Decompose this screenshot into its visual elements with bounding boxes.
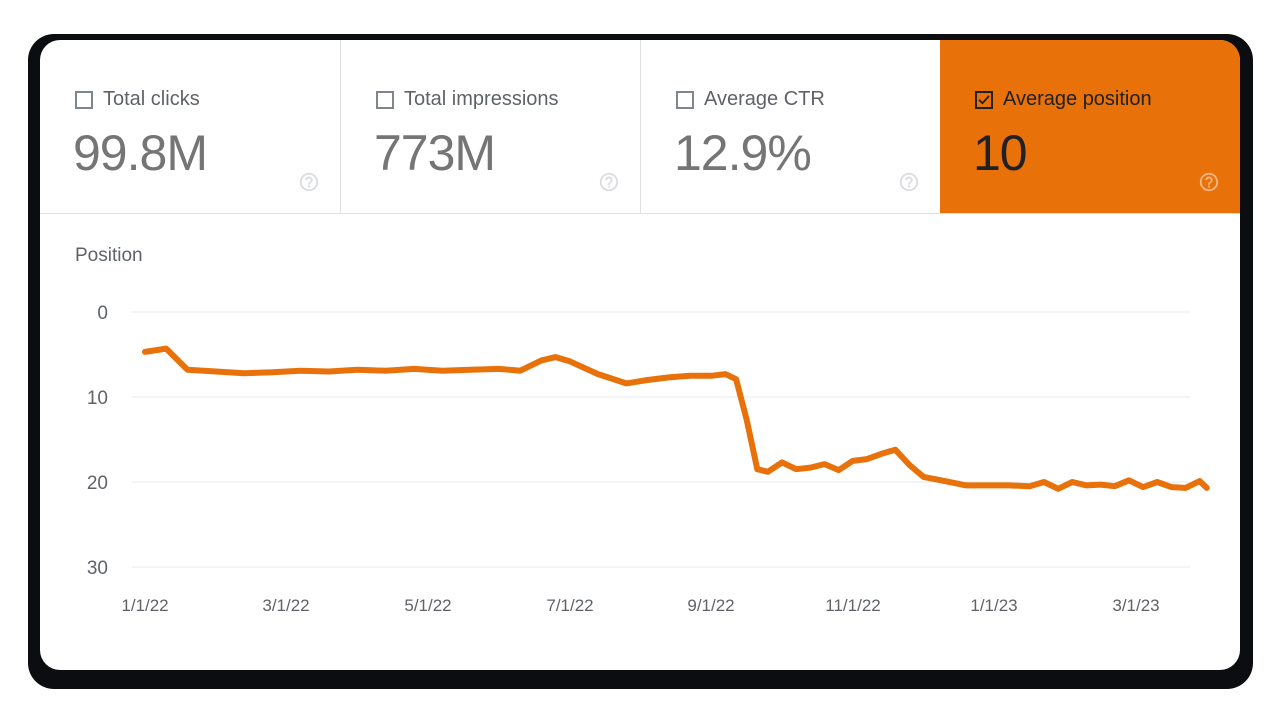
svg-text:20: 20: [87, 473, 108, 494]
svg-text:30: 30: [87, 558, 108, 579]
svg-text:11/1/22: 11/1/22: [825, 596, 880, 615]
svg-text:3/1/23: 3/1/23: [1112, 596, 1159, 615]
svg-text:9/1/22: 9/1/22: [687, 596, 734, 615]
svg-text:1/1/22: 1/1/22: [121, 596, 168, 615]
svg-text:0: 0: [97, 303, 108, 324]
svg-text:5/1/22: 5/1/22: [404, 596, 451, 615]
svg-text:3/1/22: 3/1/22: [262, 596, 309, 615]
svg-text:1/1/23: 1/1/23: [970, 596, 1017, 615]
svg-text:7/1/22: 7/1/22: [546, 596, 593, 615]
svg-text:10: 10: [87, 388, 108, 409]
